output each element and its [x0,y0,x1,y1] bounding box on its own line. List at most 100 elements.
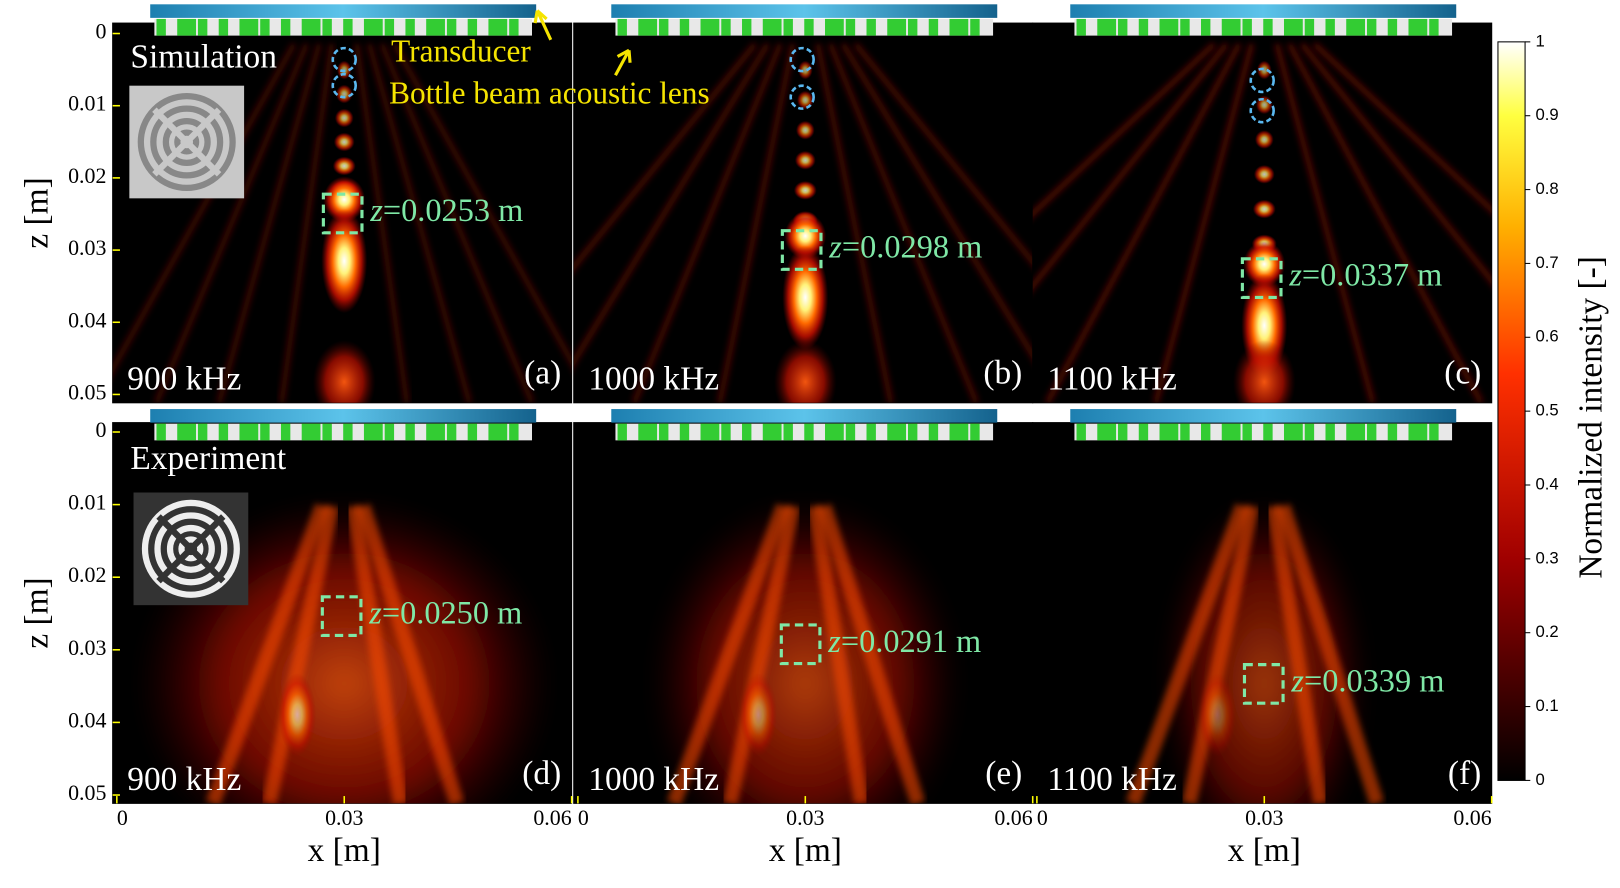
focus-value: =0.0250 m [382,595,522,631]
lens-ring [301,423,321,441]
y-tick-label: 0 [95,417,106,442]
lens-ring [762,423,782,441]
lens-ring [742,18,752,36]
lens-ring [1429,18,1439,36]
focus-label: z=0.0291 m [827,623,981,659]
lens-ring [446,18,457,36]
heatmap [573,42,1033,403]
lens-ring [1159,423,1179,441]
lobe [1256,60,1272,80]
lens-ring [1118,423,1128,441]
lens-ring [218,18,229,36]
lens-ring [659,18,669,36]
focus-box [1242,663,1285,705]
lens-ring [218,423,229,441]
lens-ring [177,423,196,441]
lens-ring [1387,18,1398,36]
y-tick-label: 0.05 [68,780,106,805]
lens-ring [887,18,907,36]
lens-ring [845,423,856,441]
transducer [150,4,537,18]
lens-ring [907,18,918,36]
y-tick-label: 0.01 [68,91,106,116]
x-tick-label: 0.03 [1245,805,1283,830]
side-lobe [853,42,1033,266]
lens-ring [638,423,658,441]
y-tick-label: 0.04 [68,307,106,332]
main-beam [782,245,829,350]
side-lobe [392,42,572,368]
streak [817,503,925,804]
side-lobe [631,42,783,403]
lens-ring [679,18,690,36]
lens-ring [970,18,980,36]
side-lobe [354,43,410,403]
y-axis-label: z [m] [18,577,55,648]
lens-ring [783,423,793,441]
side-lobe [573,42,770,367]
lens-ring [949,18,969,36]
focus-box [321,192,364,235]
lens-ring [617,423,627,441]
transducer [611,409,998,423]
transducer [150,409,537,423]
lobe [1254,130,1274,149]
lens-ring [260,423,270,441]
inset-ring [166,524,215,573]
side-lobe [827,42,979,403]
lens-ring [970,423,980,441]
x-axis-label: x [m] [308,832,381,869]
inset-ring [141,499,240,598]
lens-ring [659,423,669,441]
lens-ring [405,18,415,36]
lens-ring [260,18,270,36]
panel-tag: (f) [1448,755,1481,792]
lens-ring [1180,423,1190,441]
focus-value: =0.0339 m [1304,663,1444,699]
marker-circle [331,46,358,73]
lobe [793,180,817,200]
lens-ring [322,423,332,441]
inset-ring [178,536,204,562]
lens-ring [156,18,166,36]
streak [261,504,339,804]
tail [774,340,837,403]
focus-variable: z [1290,663,1304,699]
streak [346,504,408,804]
main-beam [321,208,368,314]
x-axis-label: x [m] [1228,832,1301,869]
hot-spot [278,672,317,757]
lens-ring [197,423,208,441]
tail [1233,340,1296,403]
focus-label: z=0.0250 m [368,595,522,631]
colorbar-tick-label: 0.2 [1536,622,1559,641]
lens-ring [1159,18,1179,36]
side-lobe [1153,43,1255,403]
lens-ring [617,18,627,36]
lens-ring [1221,18,1241,36]
panel-tag: (a) [524,354,561,391]
inset-ring [150,105,224,179]
lens-ring [280,18,291,36]
lens-ring [762,18,782,36]
lens-ring [845,18,856,36]
lens-ring [928,423,939,441]
y-tick-label: 0 [95,19,106,44]
focus-value: =0.0253 m [383,192,523,228]
lens-ring [1138,423,1149,441]
inset-ring [174,129,200,155]
lens-ring [783,18,793,36]
side-lobe [1299,42,1492,285]
side-lobe [279,43,335,403]
cloud [648,495,962,804]
focus-box [779,623,822,666]
hot-spot [739,672,778,757]
side-lobe [840,42,1033,360]
lens-ring [1429,423,1439,441]
transducer [1070,4,1457,18]
colorbar-tick-label: 0.3 [1536,548,1559,567]
focus-variable: z [828,229,842,265]
lens-ring [825,423,844,441]
inset-ring [137,92,236,192]
side-lobe [1032,42,1229,290]
